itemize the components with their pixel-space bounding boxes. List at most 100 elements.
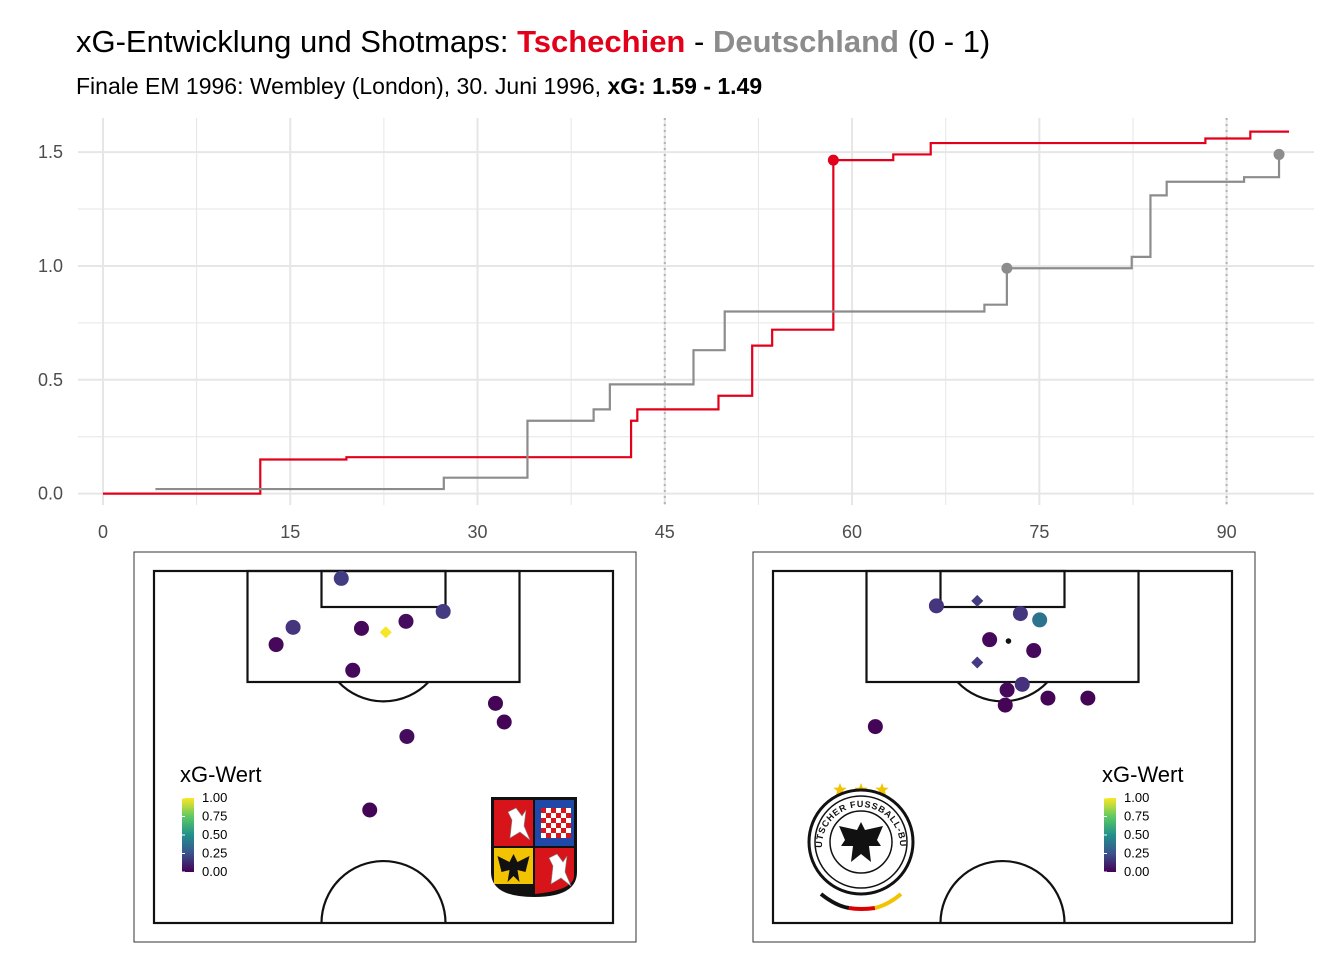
y-tick-label: 1.0 <box>38 256 63 276</box>
shot-point <box>1005 638 1012 644</box>
moravian-eagle-check <box>546 823 551 828</box>
moravian-eagle-check <box>561 818 566 823</box>
title-prefix: xG-Entwicklung und Shotmaps: <box>76 24 518 59</box>
subtitle-xg: xG: 1.59 - 1.49 <box>607 73 763 99</box>
moravian-eagle-check <box>566 823 571 828</box>
moravian-eagle-check <box>541 833 546 838</box>
moravian-eagle-check <box>561 813 566 818</box>
moravian-eagle-check <box>561 833 566 838</box>
legend-tick-label: 0.25 <box>1124 846 1149 861</box>
legend-tick-label: 0.50 <box>1124 827 1149 842</box>
shot-point <box>1026 643 1042 659</box>
shot-point <box>268 637 284 653</box>
shot-diamond <box>971 594 984 607</box>
goal-marker <box>1273 148 1285 160</box>
goal-area <box>939 569 1066 609</box>
shot-point <box>333 570 349 586</box>
y-tick-label: 0.0 <box>38 484 63 504</box>
bohemian-lion <box>507 807 531 841</box>
chart-tick-labels: 0 15 30 45 60 75 90 0.0 0.5 1.0 1.5 <box>38 142 1237 542</box>
legend-tick-label: 0.25 <box>202 846 227 861</box>
goal-marker <box>1001 262 1013 274</box>
shot-point <box>867 719 883 735</box>
center-circle <box>320 859 447 924</box>
moravian-eagle-check <box>566 833 571 838</box>
penalty-arc <box>337 681 430 703</box>
title-score: (0 - 1) <box>898 24 991 59</box>
title-separator: - <box>685 24 713 59</box>
series-line-deutschland <box>155 154 1281 491</box>
goal-marker <box>827 154 839 166</box>
shot-point <box>362 802 378 818</box>
moravian-eagle-check <box>561 808 566 813</box>
moravian-eagle-check <box>546 833 551 838</box>
legend-title: xG-Wert <box>180 762 261 787</box>
legend-tick-label: 1.00 <box>202 790 227 805</box>
legend-tick-label: 0.75 <box>202 809 227 824</box>
chart-series <box>102 130 1290 495</box>
y-tick-label: 0.5 <box>38 370 63 390</box>
moravian-eagle-check <box>546 808 551 813</box>
moravian-eagle-check <box>541 813 546 818</box>
flag-band-red <box>848 906 876 911</box>
legend-tick-label: 0.50 <box>202 827 227 842</box>
shot-point <box>435 603 451 619</box>
x-tick-label: 15 <box>280 522 300 542</box>
dfb-inner-ring <box>829 810 893 874</box>
shot-point <box>997 697 1013 713</box>
x-tick-label: 30 <box>467 522 487 542</box>
shot-point <box>353 620 369 636</box>
shot-point <box>487 695 503 711</box>
chart-gridlines <box>78 118 1314 505</box>
shot-point <box>398 613 414 629</box>
chart-subtitle: Finale EM 1996: Wembley (London), 30. Ju… <box>76 73 762 100</box>
moravian-eagle-check <box>561 823 566 828</box>
series-line-tschechien <box>102 130 1290 495</box>
legend-tick-label: 0.00 <box>1124 864 1149 879</box>
chart-title: xG-Entwicklung und Shotmaps: Tschechien … <box>76 24 990 60</box>
shot-point <box>1012 606 1028 622</box>
x-tick-label: 90 <box>1217 522 1237 542</box>
shot-point <box>1040 690 1056 706</box>
moravian-eagle-check <box>541 828 546 833</box>
moravian-eagle-check <box>561 828 566 833</box>
moravian-eagle-check <box>541 823 546 828</box>
shot-point <box>999 682 1015 698</box>
center-circle <box>939 859 1066 924</box>
dfb-ring-line <box>814 795 908 889</box>
moravian-eagle-check <box>566 828 571 833</box>
eagle-icon <box>839 822 883 862</box>
shot-point <box>496 714 512 730</box>
shot-point <box>1032 612 1048 628</box>
star-icon <box>875 783 889 796</box>
moravian-eagle-check <box>541 808 546 813</box>
legend-title: xG-Wert <box>1102 762 1183 787</box>
moravian-eagle-check <box>551 808 556 813</box>
x-tick-label: 0 <box>98 522 108 542</box>
moravian-eagle-check <box>566 808 571 813</box>
moravian-eagle-check <box>541 818 546 823</box>
moravian-eagle-check <box>556 808 561 813</box>
goal-area <box>320 569 447 609</box>
moravian-eagle-check <box>556 828 561 833</box>
shot-point <box>345 662 361 678</box>
subtitle-text: Finale EM 1996: Wembley (London), 30. Ju… <box>76 73 608 99</box>
bohemian-lion <box>548 853 572 887</box>
shot-point <box>928 598 944 614</box>
shot-diamond <box>379 626 392 639</box>
czech-coat-of-arms-icon <box>491 797 577 898</box>
moravian-eagle-check <box>546 818 551 823</box>
shot-point <box>1014 676 1030 692</box>
legend-tick-label: 0.00 <box>202 864 227 879</box>
title-team-home: Tschechien <box>517 24 686 59</box>
x-tick-label: 60 <box>842 522 862 542</box>
star-icon <box>833 783 847 796</box>
legend-tick-label: 1.00 <box>1124 790 1149 805</box>
moravian-eagle-check <box>551 818 556 823</box>
x-tick-label: 75 <box>1029 522 1049 542</box>
flag-band-gold <box>874 892 903 910</box>
moravian-eagle-check <box>546 813 551 818</box>
shot-point <box>285 619 301 635</box>
x-tick-label: 45 <box>655 522 675 542</box>
